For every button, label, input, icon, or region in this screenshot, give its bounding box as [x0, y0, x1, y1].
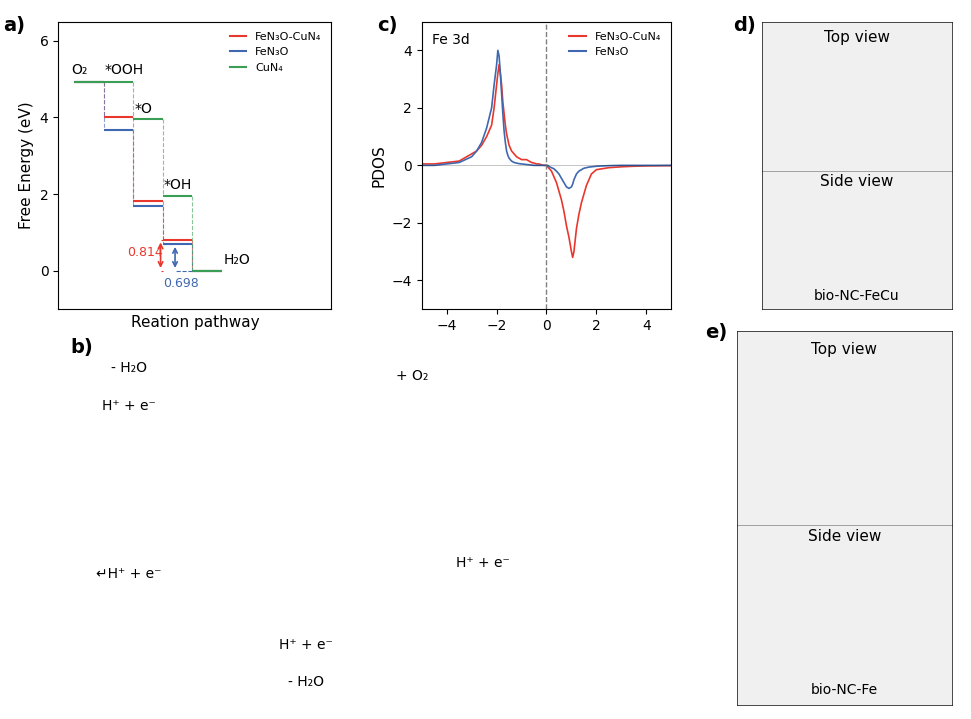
- FeN₃O: [498, 127, 510, 135]
- FeN₃O-CuN₄: [665, 161, 677, 170]
- Text: *OH: *OH: [164, 178, 192, 192]
- Y-axis label: Free Energy (eV): Free Energy (eV): [19, 101, 34, 229]
- Text: H⁺ + e⁻: H⁺ + e⁻: [102, 398, 156, 413]
- FeN₃O: [492, 46, 504, 55]
- FeN₃O-CuN₄: [537, 161, 549, 170]
- Text: - H₂O: - H₂O: [288, 675, 324, 690]
- Text: Top view: Top view: [812, 342, 877, 357]
- FeN₃O-CuN₄: [503, 141, 515, 150]
- FeN₃O: [503, 154, 515, 162]
- Text: *OOH: *OOH: [104, 63, 144, 77]
- Text: b): b): [70, 338, 93, 357]
- FeN₃O-CuN₄: [493, 60, 505, 69]
- Text: Top view: Top view: [823, 30, 889, 45]
- Text: Side view: Side view: [820, 174, 893, 189]
- FeN₃O-CuN₄: [498, 109, 510, 118]
- X-axis label: Reation pathway: Reation pathway: [130, 315, 259, 330]
- FeN₃O: [628, 161, 640, 170]
- Y-axis label: PDOS: PDOS: [371, 144, 386, 187]
- FeN₃O-CuN₄: [567, 253, 579, 262]
- FeN₃O-CuN₄: [523, 157, 535, 165]
- Text: ↵H⁺ + e⁻: ↵H⁺ + e⁻: [96, 567, 162, 581]
- Text: O₂: O₂: [72, 63, 88, 77]
- Legend: FeN₃O-CuN₄, FeN₃O, CuN₄: FeN₃O-CuN₄, FeN₃O, CuN₄: [225, 27, 326, 77]
- Text: + O₂: + O₂: [396, 369, 428, 383]
- Text: bio-NC-Fe: bio-NC-Fe: [811, 683, 878, 697]
- FeN₃O-CuN₄: [416, 160, 427, 168]
- Text: c): c): [377, 16, 397, 35]
- Text: 0.698: 0.698: [163, 277, 199, 290]
- FeN₃O: [665, 161, 677, 170]
- FeN₃O-CuN₄: [583, 175, 594, 184]
- Text: Fe 3d: Fe 3d: [432, 33, 470, 47]
- FeN₃O: [416, 161, 427, 170]
- Text: H⁺ + e⁻: H⁺ + e⁻: [280, 638, 333, 652]
- X-axis label: Energy (eV): Energy (eV): [501, 339, 591, 354]
- Line: FeN₃O-CuN₄: FeN₃O-CuN₄: [421, 65, 671, 257]
- Text: e): e): [705, 324, 727, 342]
- FeN₃O-CuN₄: [628, 162, 640, 170]
- Text: H₂O: H₂O: [223, 253, 250, 267]
- Text: bio-NC-FeCu: bio-NC-FeCu: [814, 290, 899, 303]
- FeN₃O: [563, 184, 575, 193]
- Text: Side view: Side view: [808, 529, 881, 544]
- Text: a): a): [4, 16, 25, 35]
- Legend: FeN₃O-CuN₄, FeN₃O: FeN₃O-CuN₄, FeN₃O: [565, 27, 666, 62]
- Text: - H₂O: - H₂O: [111, 361, 147, 375]
- Text: H⁺ + e⁻: H⁺ + e⁻: [456, 556, 510, 569]
- Text: 0.814: 0.814: [127, 246, 163, 260]
- FeN₃O: [583, 162, 594, 171]
- Line: FeN₃O: FeN₃O: [421, 50, 671, 188]
- Text: d): d): [733, 16, 755, 35]
- FeN₃O: [523, 160, 535, 169]
- Text: *O: *O: [134, 101, 152, 116]
- FeN₃O: [537, 161, 549, 170]
